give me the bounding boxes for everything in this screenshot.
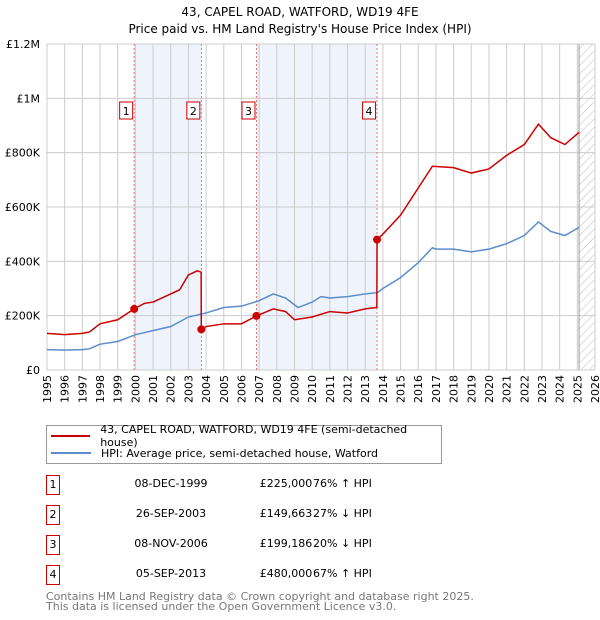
sale-hpi-diff: 67% ↑ HPI <box>313 567 372 580</box>
table-row: 2 26-SEP-2003 £149,663 27% ↓ HPI <box>46 505 546 525</box>
x-tick-label: 2001 <box>147 375 160 403</box>
property-price-line <box>46 122 580 336</box>
sale-point <box>373 235 382 244</box>
legend-item-hpi: HPI: Average price, semi-detached house,… <box>51 445 378 461</box>
x-tick-label: 2015 <box>395 375 408 403</box>
x-tick-label: 2005 <box>218 375 231 403</box>
x-tick-label: 2017 <box>430 375 443 403</box>
sale-marker-box: 2 <box>46 505 60 525</box>
price-chart: 43, CAPEL ROAD, WATFORD, WD19 4FE Price … <box>5 5 600 403</box>
y-tick-label: £400K <box>5 255 41 268</box>
y-tick-label: £0 <box>26 364 40 377</box>
sale-marker-box: 4 <box>46 565 60 585</box>
sale-marker-number: 3 <box>245 105 252 118</box>
x-tick-label: 1996 <box>59 375 72 403</box>
sale-price: £149,663 <box>259 507 313 520</box>
x-tick-label: 2008 <box>271 375 284 403</box>
footer-licence: This data is licensed under the Open Gov… <box>46 600 397 613</box>
sale-marker-box <box>119 101 134 120</box>
legend-label: 43, CAPEL ROAD, WATFORD, WD19 4FE (semi-… <box>100 423 408 449</box>
x-tick-label: 1999 <box>112 375 125 403</box>
sale-marker-number: 2 <box>190 105 197 118</box>
sale-point <box>252 311 261 320</box>
plot-frame <box>46 43 596 371</box>
legend-item-property: 43, CAPEL ROAD, WATFORD, WD19 4FE (semi-… <box>51 423 441 449</box>
x-tick-label: 1995 <box>41 375 54 403</box>
table-row: 1 08-DEC-1999 £225,000 76% ↑ HPI <box>46 475 546 495</box>
legend: 43, CAPEL ROAD, WATFORD, WD19 4FE (semi-… <box>46 423 442 464</box>
x-tick-label: 2026 <box>589 375 600 403</box>
sale-hpi-diff: 27% ↓ HPI <box>313 507 372 520</box>
sale-price: £480,000 <box>259 567 313 580</box>
legend-swatch-property <box>51 435 91 437</box>
x-tick-label: 2010 <box>306 375 319 403</box>
x-tick-label: 2022 <box>518 375 531 403</box>
x-tick-label: 2006 <box>235 375 248 403</box>
sale-marker-number: 1 <box>123 105 130 118</box>
sale-marker-box: 1 <box>46 475 60 495</box>
sale-marker-box <box>241 101 256 120</box>
hpi-line <box>46 220 580 351</box>
legend-swatch-hpi <box>51 452 91 454</box>
x-tick-label: 2000 <box>129 375 142 403</box>
footer-copyright: Contains HM Land Registry data © Crown c… <box>46 590 474 603</box>
x-tick-label: 2007 <box>253 375 266 403</box>
sale-price: £199,186 <box>259 537 313 550</box>
x-tick-label: 2019 <box>465 375 478 403</box>
x-tick-label: 2023 <box>536 375 549 403</box>
y-tick-label: £200K <box>5 310 41 323</box>
x-tick-label: 1998 <box>94 375 107 403</box>
sale-date: 08-DEC-1999 <box>134 477 208 490</box>
x-tick-label: 2020 <box>483 375 496 403</box>
y-tick-label: £1M <box>17 92 41 105</box>
sale-marker-box <box>186 101 201 120</box>
x-tick-label: 2018 <box>448 375 461 403</box>
table-row: 4 05-SEP-2013 £480,000 67% ↑ HPI <box>46 565 546 585</box>
x-tick-label: 2012 <box>342 375 355 403</box>
legend-label: HPI: Average price, semi-detached house,… <box>101 446 379 460</box>
chart-title: 43, CAPEL ROAD, WATFORD, WD19 4FE <box>181 5 418 19</box>
sale-point <box>130 304 139 313</box>
x-tick-label: 2009 <box>288 375 301 403</box>
y-tick-label: £600K <box>5 201 41 214</box>
x-tick-label: 2003 <box>182 375 195 403</box>
y-tick-label: £800K <box>5 147 41 160</box>
sale-date: 05-SEP-2013 <box>135 567 207 580</box>
x-tick-label: 2002 <box>165 375 178 403</box>
x-tick-label: 2014 <box>377 375 390 403</box>
sale-marker-number: 4 <box>366 105 373 118</box>
sale-date: 08-NOV-2006 <box>134 537 208 550</box>
sale-marker-box <box>362 101 377 120</box>
x-tick-label: 2011 <box>324 375 337 403</box>
x-tick-label: 2013 <box>359 375 372 403</box>
sale-hpi-diff: 20% ↓ HPI <box>313 537 372 550</box>
sale-marker-box: 3 <box>46 535 60 555</box>
sale-price: £225,000 <box>259 477 313 490</box>
y-tick-label: £1.2M <box>6 38 40 51</box>
sale-point <box>197 325 206 334</box>
table-row: 3 08-NOV-2006 £199,186 20% ↓ HPI <box>46 535 546 555</box>
x-tick-label: 2021 <box>501 375 514 403</box>
sale-date: 26-SEP-2003 <box>135 507 207 520</box>
x-tick-label: 2024 <box>554 375 567 403</box>
x-tick-label: 2025 <box>571 375 584 403</box>
x-tick-label: 1997 <box>76 375 89 403</box>
chart-subtitle: Price paid vs. HM Land Registry's House … <box>128 22 471 36</box>
x-tick-label: 2004 <box>200 375 213 403</box>
sale-hpi-diff: 76% ↑ HPI <box>313 477 372 490</box>
x-tick-label: 2016 <box>412 375 425 403</box>
